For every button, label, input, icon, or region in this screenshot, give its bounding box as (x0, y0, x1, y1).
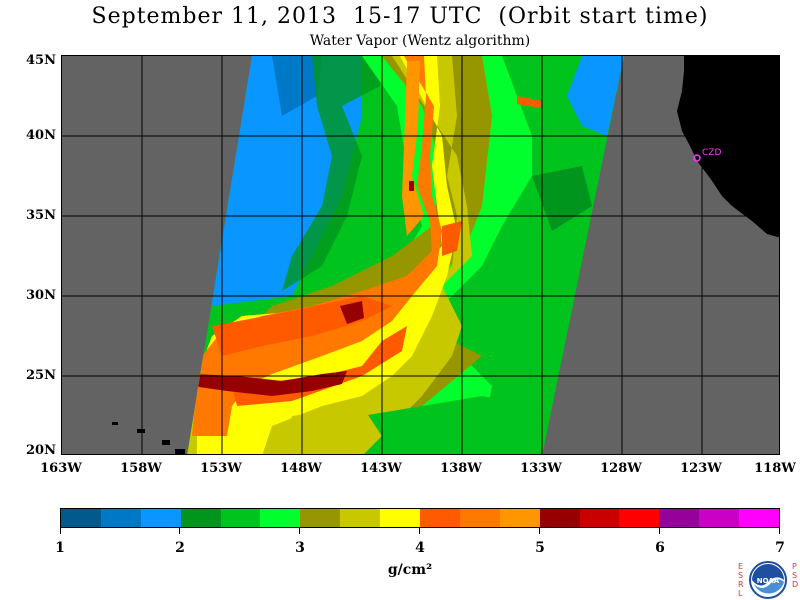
island-kauai (112, 422, 118, 425)
island-oahu (137, 429, 145, 433)
colorbar-label-5: 5 (535, 540, 545, 556)
lat-label-40n: 40N (26, 128, 56, 143)
lon-label-128w: 128W (600, 461, 642, 476)
station-label: CZD (702, 148, 721, 158)
swath-layer (187, 56, 624, 454)
colorbar-tick (60, 528, 61, 534)
colorbar-label-4: 4 (415, 540, 425, 556)
lon-label-138w: 138W (440, 461, 482, 476)
noaa-logo: NOAA (749, 561, 787, 599)
colorbar-tick (659, 528, 660, 534)
colorbar-label-1: 1 (55, 540, 65, 556)
colorbar-segment (220, 509, 261, 527)
lat-label-45n: 45N (26, 53, 56, 68)
colorbar-segment (420, 509, 460, 527)
colorbar-segment (659, 509, 700, 527)
lon-label-143w: 143W (360, 461, 402, 476)
colorbar-label-2: 2 (175, 540, 185, 556)
logo-esrl-text: ESRL (738, 562, 744, 598)
colorbar-segment (140, 509, 181, 527)
lat-label-30n: 30N (26, 288, 56, 303)
lat-label-20n: 20N (26, 443, 56, 458)
lat-label-35n: 35N (26, 208, 56, 223)
colorbar-segment (739, 509, 780, 527)
colorbar (60, 508, 780, 528)
colorbar-segment (459, 509, 500, 527)
colorbar-tick (299, 528, 300, 534)
colorbar-units: g/cm² (387, 562, 433, 578)
colorbar-segment (499, 509, 540, 527)
colorbar-segment (300, 509, 341, 527)
logo-psd-text: PSD (792, 562, 799, 589)
colorbar-segment (340, 509, 381, 527)
island-maui (162, 440, 170, 445)
station-marker: CZD (693, 148, 721, 162)
colorbar-label-7: 7 (775, 540, 785, 556)
chart-title: September 11, 2013 15-17 UTC (Orbit star… (91, 4, 709, 29)
colorbar-label-3: 3 (295, 540, 305, 556)
colorbar-tick (419, 528, 420, 534)
colorbar-segment (699, 509, 740, 527)
water-vapor-map: CZD (61, 55, 780, 455)
colorbar-segment (260, 509, 301, 527)
colorbar-segment (380, 509, 421, 527)
land-mass (677, 56, 779, 238)
colorbar-segment (180, 509, 221, 527)
colorbar-tick (179, 528, 180, 534)
lon-label-158w: 158W (120, 461, 162, 476)
map-canvas: CZD (62, 56, 779, 454)
colorbar-tick (779, 528, 780, 534)
colorbar-segment (619, 509, 660, 527)
colorbar-segment (539, 509, 580, 527)
colorbar-segment (61, 509, 101, 527)
lon-label-118w: 118W (754, 461, 796, 476)
lon-label-133w: 133W (520, 461, 562, 476)
chart-subtitle: Water Vapor (Wentz algorithm) (309, 33, 531, 49)
lat-label-25n: 25N (26, 368, 56, 383)
grid-lines (62, 56, 779, 454)
colorbar-tick (539, 528, 540, 534)
island-hawaii (175, 449, 185, 454)
lon-label-163w: 163W (40, 461, 82, 476)
colorbar-segment (100, 509, 141, 527)
colorbar-label-6: 6 (655, 540, 665, 556)
logo-center-text: NOAA (757, 577, 780, 585)
lon-label-153w: 153W (200, 461, 242, 476)
colorbar-segment (579, 509, 620, 527)
lon-label-148w: 148W (280, 461, 322, 476)
lon-label-123w: 123W (680, 461, 722, 476)
